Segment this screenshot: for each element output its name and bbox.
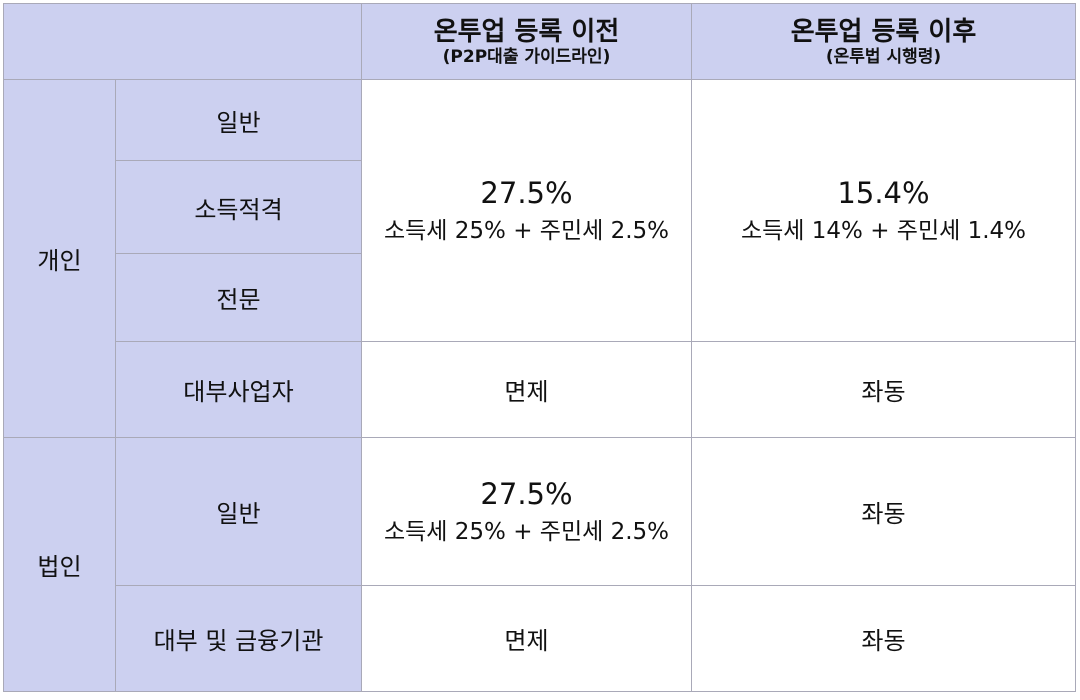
header-before-cell: 온투업 등록 이전 (P2P대출 가이드라인) (361, 3, 692, 80)
subcategory-income-qualified: 소득적격 (115, 160, 362, 254)
header-after-cell: 온투업 등록 이후 (온투법 시행령) (691, 3, 1076, 80)
individual-before-rate-cell: 27.5% 소득세 25% + 주민세 2.5% (361, 79, 692, 342)
corporate-general-after-value: 좌동 (691, 437, 1076, 586)
subcategory-professional: 전문 (115, 253, 362, 342)
after-title: 온투업 등록 이후 (790, 16, 977, 47)
finance-before-value: 면제 (361, 585, 692, 692)
header-corner-cell (3, 3, 362, 80)
subcategory-corporate-general: 일반 (115, 437, 362, 586)
corporate-before-rate: 27.5% (480, 476, 573, 511)
table-row: 개인 일반 27.5% 소득세 25% + 주민세 2.5% 15.4% 소득세… (3, 79, 1076, 438)
subcategory-finance: 대부 및 금융기관 (115, 585, 362, 692)
lender-after-value: 좌동 (691, 341, 1076, 438)
individual-after-rate-cell: 15.4% 소득세 14% + 주민세 1.4% (691, 79, 1076, 342)
corporate-before-note: 소득세 25% + 주민세 2.5% (383, 518, 670, 545)
after-subtitle: (온투법 시행령) (825, 46, 942, 67)
subcategory-lender: 대부사업자 (115, 341, 362, 438)
table-row: 대부사업자 면제 좌동 (4, 341, 1076, 438)
corporate-before-rate-cell: 27.5% 소득세 25% + 주민세 2.5% (361, 437, 692, 586)
finance-after-value: 좌동 (691, 585, 1076, 692)
category-individual: 개인 (3, 79, 116, 438)
category-corporate: 법인 (3, 437, 116, 692)
before-title: 온투업 등록 이전 (433, 16, 620, 47)
tax-comparison-table: 온투업 등록 이전 (P2P대출 가이드라인) 온투업 등록 이후 (온투법 시… (3, 3, 1076, 692)
table-row: 소득적격 (4, 160, 1076, 254)
table-row: 대부 및 금융기관 면제 좌동 (4, 585, 1076, 692)
header-row: 온투업 등록 이전 (P2P대출 가이드라인) 온투업 등록 이후 (온투법 시… (3, 3, 1076, 80)
before-subtitle: (P2P대출 가이드라인) (442, 46, 611, 67)
individual-after-rate: 15.4% (837, 175, 930, 210)
table-row: 전문 (4, 253, 1076, 342)
lender-before-value: 면제 (361, 341, 692, 438)
individual-after-note: 소득세 14% + 주민세 1.4% (740, 217, 1027, 244)
individual-before-note: 소득세 25% + 주민세 2.5% (383, 217, 670, 244)
subcategory-general: 일반 (115, 79, 362, 161)
individual-before-rate: 27.5% (480, 175, 573, 210)
table-row: 법인 일반 27.5% 소득세 25% + 주민세 2.5% 좌동 (3, 437, 1076, 692)
